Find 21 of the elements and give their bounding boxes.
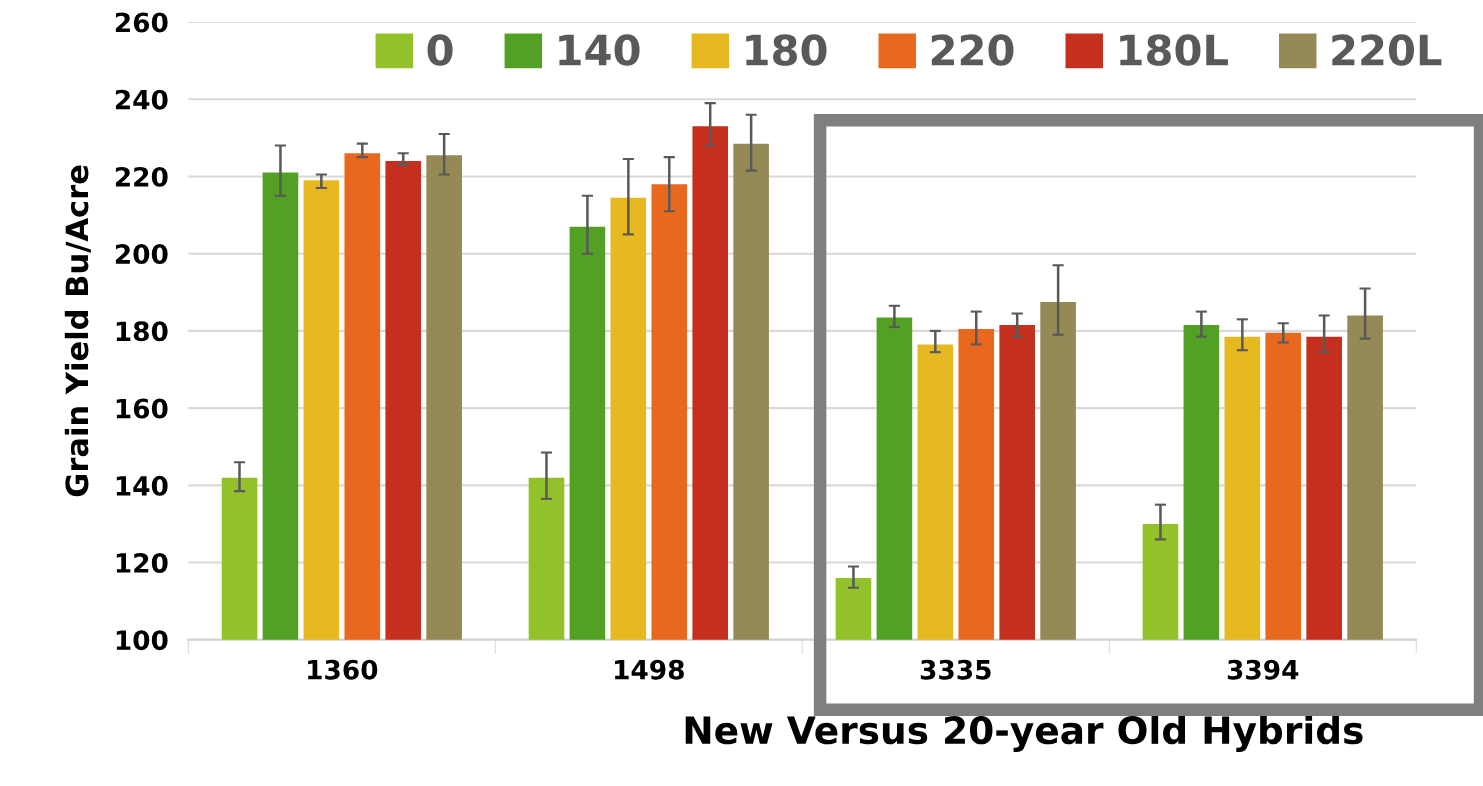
y-tick-label: 180: [116, 321, 168, 342]
x-tick-label: 1498: [615, 659, 684, 680]
y-tick-label: 240: [115, 89, 168, 110]
y-tick-label: 200: [115, 244, 168, 265]
x-tick-label: 3394: [1227, 659, 1299, 680]
legend-label: 140: [559, 34, 640, 66]
x-axis-title: New Versus 20-year Old Hybrids: [685, 715, 1363, 752]
legend-label: 180: [746, 34, 827, 66]
legend-label: 220L: [1332, 34, 1442, 66]
x-tick-label: 1360: [308, 659, 378, 680]
y-tick-label: 100: [116, 630, 168, 651]
y-tick-label: 220: [115, 166, 168, 187]
y-tick-label: 260: [115, 12, 168, 33]
legend-label: 0: [427, 34, 453, 66]
y-tick-label: 140: [116, 475, 168, 496]
legend-label: 220: [931, 34, 1014, 66]
y-axis-title: Grain Yield Bu/Acre: [64, 165, 91, 497]
x-tick-label: 3335: [920, 659, 991, 680]
y-tick-label: 160: [116, 398, 168, 419]
y-tick-label: 120: [116, 553, 168, 573]
legend-label: 180L: [1120, 34, 1228, 66]
